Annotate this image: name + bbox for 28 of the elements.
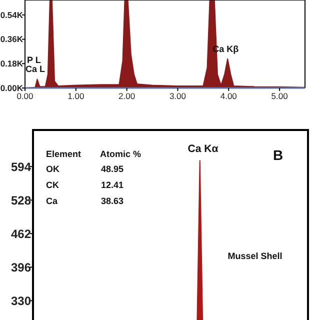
y-tick-label: 0.18K (0, 58, 24, 69)
y-tick-label: 528 (10, 193, 32, 208)
y-tick-label: 396 (10, 260, 32, 274)
y-tick-label: 594 (10, 160, 32, 174)
annotation: Ca Kα (188, 143, 219, 155)
annotation: Ca L (25, 64, 46, 74)
x-tick-label: 2.00 (118, 91, 136, 101)
y-tick-label: 0.00K (0, 82, 24, 93)
annotation: P L (27, 55, 42, 65)
y-tick-label: 0.36K (0, 34, 24, 44)
y-tick-label: 462 (10, 226, 32, 241)
annotation: 48.95 (101, 164, 124, 174)
annotation: Element (46, 149, 82, 159)
annotation: 38.63 (101, 196, 124, 206)
annotation: 12.41 (101, 180, 124, 190)
annotation: OK (46, 164, 60, 174)
x-tick-label: 5.00 (271, 91, 288, 101)
y-tick-label: 330 (10, 294, 32, 308)
annotation: CK (46, 180, 60, 190)
y-tick-label: 0.54K (0, 10, 24, 20)
annotation: B (272, 147, 284, 163)
x-tick-label: 1.00 (68, 91, 84, 101)
x-tick-label: 0.00 (16, 91, 34, 101)
annotation: Mussel Shell (228, 251, 282, 261)
x-tick-label: 3.00 (169, 91, 186, 101)
annotation: Ca (46, 196, 58, 206)
annotation: Atomic % (100, 149, 142, 159)
x-tick-label: 4.00 (220, 91, 238, 101)
